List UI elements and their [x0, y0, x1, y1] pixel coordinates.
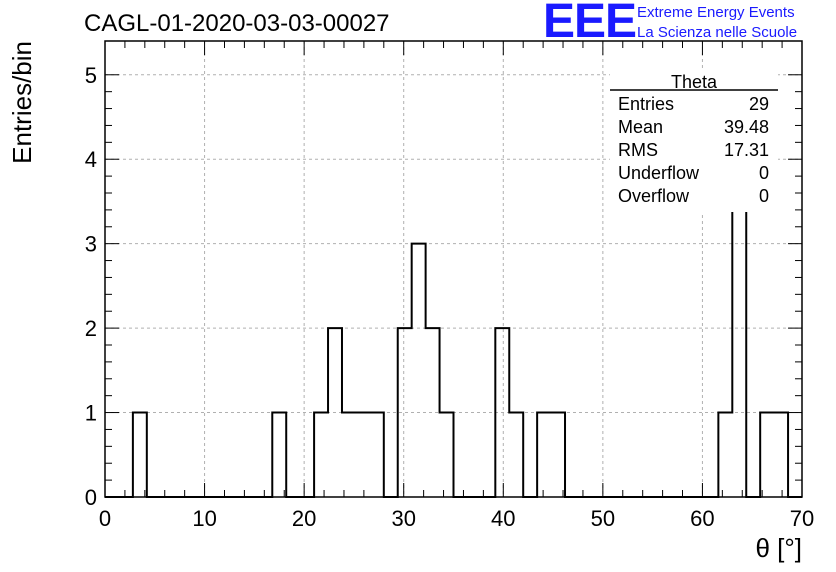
stats-value: 0: [759, 163, 769, 183]
stats-name: Theta: [671, 72, 718, 92]
histogram-bin: [537, 413, 551, 497]
y-tick-label: 4: [85, 147, 97, 172]
histogram-bin: [551, 413, 565, 497]
y-tick-label: 0: [85, 485, 97, 510]
histogram-bin: [314, 413, 328, 497]
histogram-bin: [718, 413, 732, 497]
stats-label: Overflow: [618, 186, 690, 206]
stats-box-background: [610, 70, 778, 212]
histogram-bin: [370, 413, 384, 497]
stats-value: 17.31: [724, 140, 769, 160]
y-tick-label: 5: [85, 63, 97, 88]
logo-line-2: La Scienza nelle Scuole: [637, 24, 798, 41]
histogram-bin: [440, 413, 454, 497]
x-tick-label: 30: [391, 506, 415, 531]
x-tick-label: 40: [491, 506, 515, 531]
histogram-bin: [133, 413, 147, 497]
x-tick-label: 50: [591, 506, 615, 531]
x-axis-title: θ [°]: [755, 533, 802, 563]
y-tick-label: 2: [85, 316, 97, 341]
y-axis-title: Entries/bin: [7, 41, 37, 164]
histogram-bin: [412, 244, 426, 497]
y-tick-label: 3: [85, 232, 97, 257]
x-tick-label: 10: [192, 506, 216, 531]
stats-label: Mean: [618, 117, 663, 137]
histogram-bin: [272, 413, 286, 497]
y-tick-label: 1: [85, 401, 97, 426]
stats-value: 39.48: [724, 117, 769, 137]
stats-label: Underflow: [618, 163, 700, 183]
histogram-bin: [342, 413, 356, 497]
stats-value: 0: [759, 186, 769, 206]
histogram-bin: [760, 413, 774, 497]
x-tick-label: 60: [690, 506, 714, 531]
eee-logo: EEE: [543, 0, 637, 48]
plot-frame: [104, 40, 803, 498]
stats-label: RMS: [618, 140, 658, 160]
logo-line-1: Extreme Energy Events: [637, 4, 795, 21]
histogram-bin: [509, 413, 523, 497]
histogram-bin: [774, 413, 788, 497]
x-tick-label: 20: [292, 506, 316, 531]
x-tick-label: 0: [99, 506, 111, 531]
stats-label: Entries: [618, 94, 674, 114]
chart-title: CAGL-01-2020-03-03-00027: [84, 10, 390, 37]
histogram-bin: [356, 413, 370, 497]
x-tick-label: 70: [790, 506, 814, 531]
stats-value: 29: [749, 94, 769, 114]
